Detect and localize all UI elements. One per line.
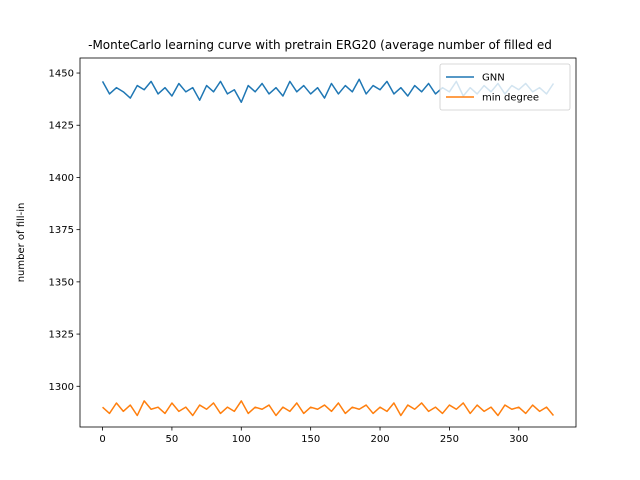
- series-line-min-degree: [102, 400, 555, 417]
- y-axis: 1300 1325 1350 1375 1400 1425 1450: [49, 69, 80, 393]
- legend-box: [439, 63, 571, 111]
- y-tick-label: 1350: [49, 277, 74, 288]
- chart-title: -MonteCarlo learning curve with pretrain…: [88, 38, 552, 52]
- x-tick-label: 0: [99, 434, 105, 445]
- x-axis: 0 50 100 150 200 250 300: [99, 427, 528, 445]
- y-tick-label: 1425: [49, 121, 74, 132]
- plot-area-frame: [79, 57, 577, 428]
- y-tick-label: 1375: [49, 225, 74, 236]
- y-tick-label: 1400: [49, 173, 74, 184]
- legend: GNN min degree: [439, 63, 571, 111]
- legend-label: min degree: [482, 93, 539, 104]
- x-tick-label: 200: [370, 434, 389, 445]
- x-tick-label: 150: [301, 434, 320, 445]
- legend-label: GNN: [482, 73, 505, 84]
- x-tick-label: 300: [509, 434, 528, 445]
- y-tick-label: 1300: [49, 382, 74, 393]
- y-tick-label: 1450: [49, 69, 74, 80]
- x-tick-label: 50: [166, 434, 179, 445]
- x-tick-label: 250: [440, 434, 459, 445]
- series-layer: [101, 78, 555, 417]
- y-tick-label: 1325: [49, 330, 74, 341]
- x-tick-label: 100: [232, 434, 251, 445]
- y-axis-label: number of fill-in: [16, 203, 27, 283]
